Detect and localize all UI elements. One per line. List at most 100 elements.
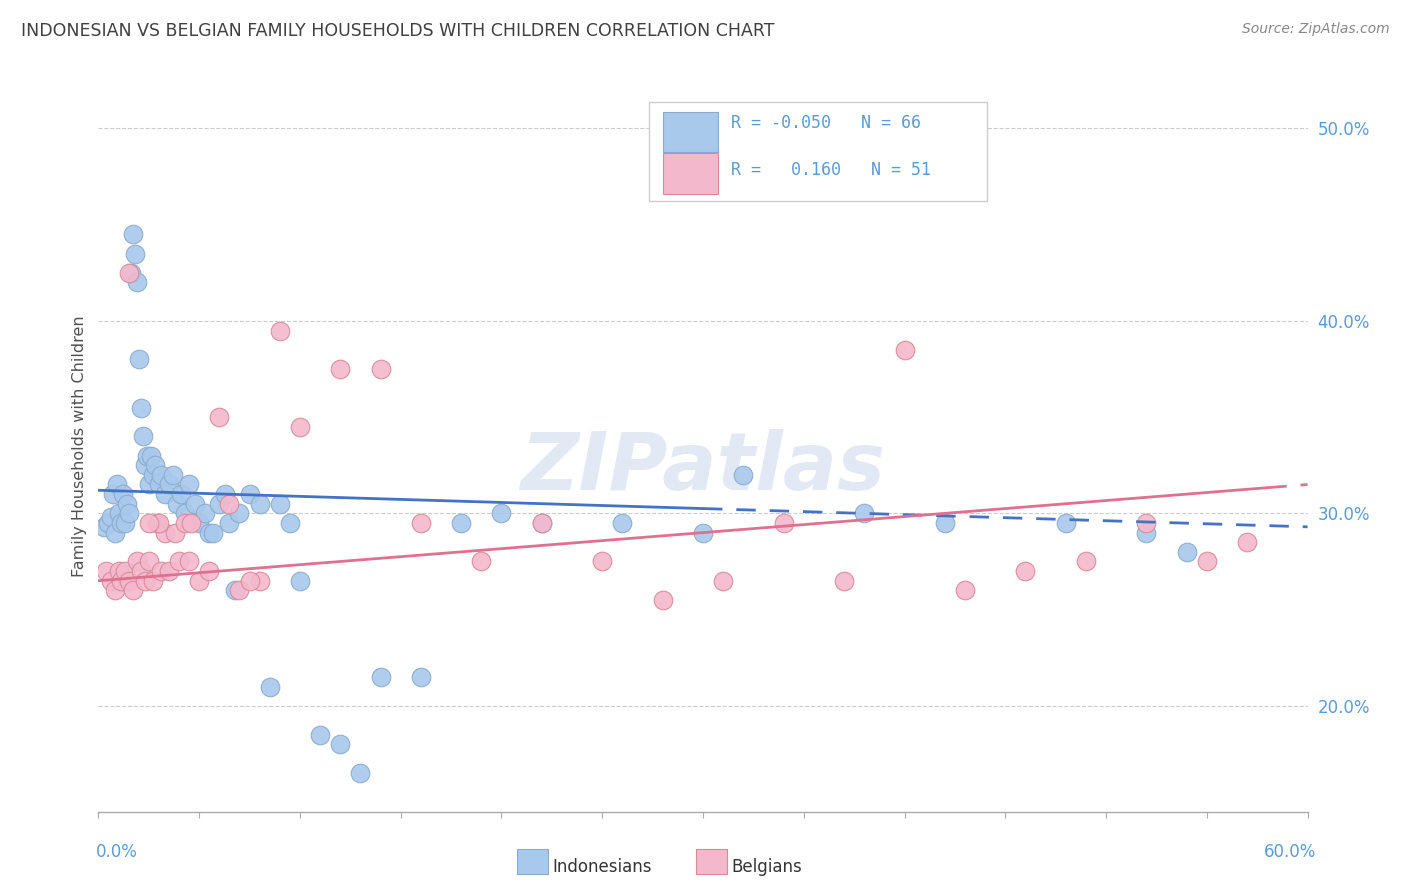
Point [188,516,211,530]
Point [149,467,172,482]
Text: ZIPatlas: ZIPatlas [520,429,886,507]
Point [208,410,231,425]
Point [134,458,156,473]
Point [103,525,125,540]
Text: 60.0%: 60.0% [1264,843,1316,861]
Point [409,670,432,684]
Point [188,574,211,588]
FancyBboxPatch shape [648,103,987,201]
Point [249,497,271,511]
Point [1135,525,1157,540]
Point [239,574,262,588]
Point [110,516,132,530]
Point [1175,545,1198,559]
Point [249,574,271,588]
Point [450,516,472,530]
Point [953,583,976,598]
Point [1054,516,1077,530]
Text: R = -0.050   N = 66: R = -0.050 N = 66 [731,113,921,132]
Point [114,564,136,578]
Point [470,554,492,568]
Point [218,516,240,530]
Point [125,276,148,290]
Point [157,564,180,578]
Point [121,227,143,242]
Point [1135,516,1157,530]
Point [138,477,160,491]
Point [149,564,172,578]
Point [269,324,291,338]
Point [166,497,188,511]
Point [692,525,714,540]
Text: R =   0.160   N = 51: R = 0.160 N = 51 [731,161,931,178]
Point [329,737,352,751]
Point [530,516,553,530]
Point [214,487,236,501]
Point [651,593,673,607]
Point [163,525,186,540]
Point [134,574,156,588]
Point [146,516,169,530]
Point [329,362,352,376]
Point [118,574,141,588]
Point [107,564,129,578]
Point [170,487,193,501]
Point [198,564,221,578]
Point [97,516,120,530]
Point [370,362,392,376]
Point [96,564,118,578]
Point [111,487,134,501]
Point [121,583,143,598]
Point [118,507,141,521]
Point [934,516,956,530]
Point [148,477,170,491]
Point [288,574,311,588]
Point [184,497,207,511]
Point [259,680,281,694]
Point [733,467,755,482]
Text: 0.0%: 0.0% [96,843,138,861]
Point [1074,554,1097,568]
Point [269,497,291,511]
Point [530,516,553,530]
Text: Source: ZipAtlas.com: Source: ZipAtlas.com [1241,22,1389,37]
Point [224,583,246,598]
Point [115,497,138,511]
Point [125,554,148,568]
Point [132,429,155,443]
Point [105,477,128,491]
Y-axis label: Family Households with Children: Family Households with Children [72,315,87,577]
Point [180,516,202,530]
Point [711,574,734,588]
Point [198,525,221,540]
Point [129,564,152,578]
Point [120,266,142,280]
Point [162,467,184,482]
Point [612,516,634,530]
Point [288,419,311,434]
Point [228,583,250,598]
Point [194,507,217,521]
Point [135,449,157,463]
Point [129,401,152,415]
Point [239,487,262,501]
Point [148,516,170,530]
Point [208,497,231,511]
Point [101,487,124,501]
Bar [664,112,717,152]
Point [143,458,166,473]
Point [118,266,141,280]
Point [179,554,201,568]
Point [138,554,160,568]
Point [278,516,301,530]
Point [370,670,392,684]
Point [139,449,162,463]
Point [218,497,240,511]
Point [179,477,201,491]
Point [309,728,332,742]
Point [157,477,180,491]
Text: Indonesians: Indonesians [553,858,652,876]
Text: Belgians: Belgians [731,858,801,876]
Point [142,467,165,482]
Point [893,343,915,357]
